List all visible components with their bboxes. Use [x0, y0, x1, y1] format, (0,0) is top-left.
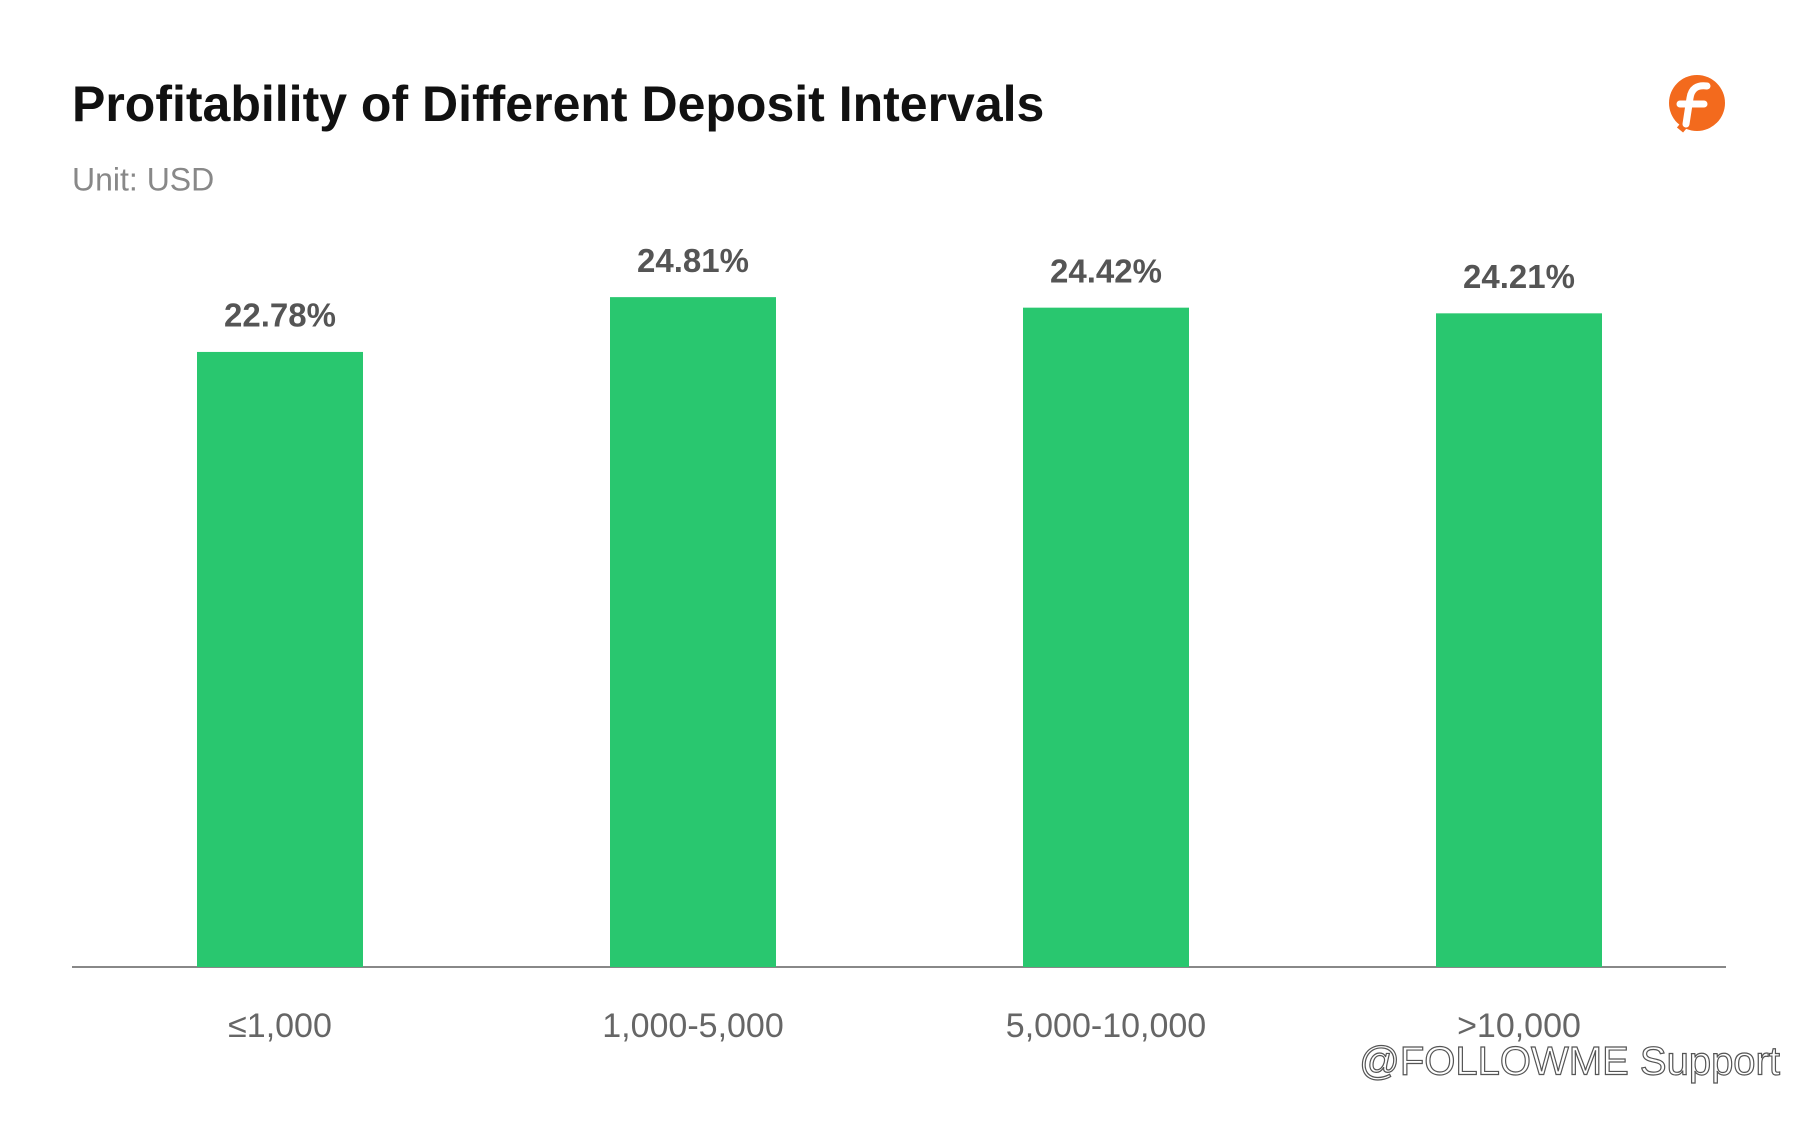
- watermark: @FOLLOWME Support: [1359, 1040, 1780, 1084]
- chart-title: Profitability of Different Deposit Inter…: [72, 76, 1044, 132]
- bar: [197, 351, 363, 967]
- logo: [1669, 75, 1725, 133]
- value-label: 24.21%: [1463, 258, 1575, 295]
- logo-letter: [1676, 82, 1711, 128]
- value-label: 24.42%: [1050, 252, 1162, 289]
- value-label: 22.78%: [224, 297, 336, 334]
- bar: [1436, 313, 1602, 968]
- value-label: 24.81%: [637, 242, 749, 279]
- x-tick-label: 1,000-5,000: [602, 1007, 784, 1045]
- x-tick-label: >10,000: [1457, 1007, 1581, 1045]
- bar: [1023, 307, 1189, 967]
- x-tick-label: ≤1,000: [228, 1007, 332, 1045]
- x-tick-label: 5,000-10,000: [1006, 1007, 1206, 1045]
- bar: [610, 297, 776, 967]
- chart-subtitle: Unit: USD: [72, 161, 214, 197]
